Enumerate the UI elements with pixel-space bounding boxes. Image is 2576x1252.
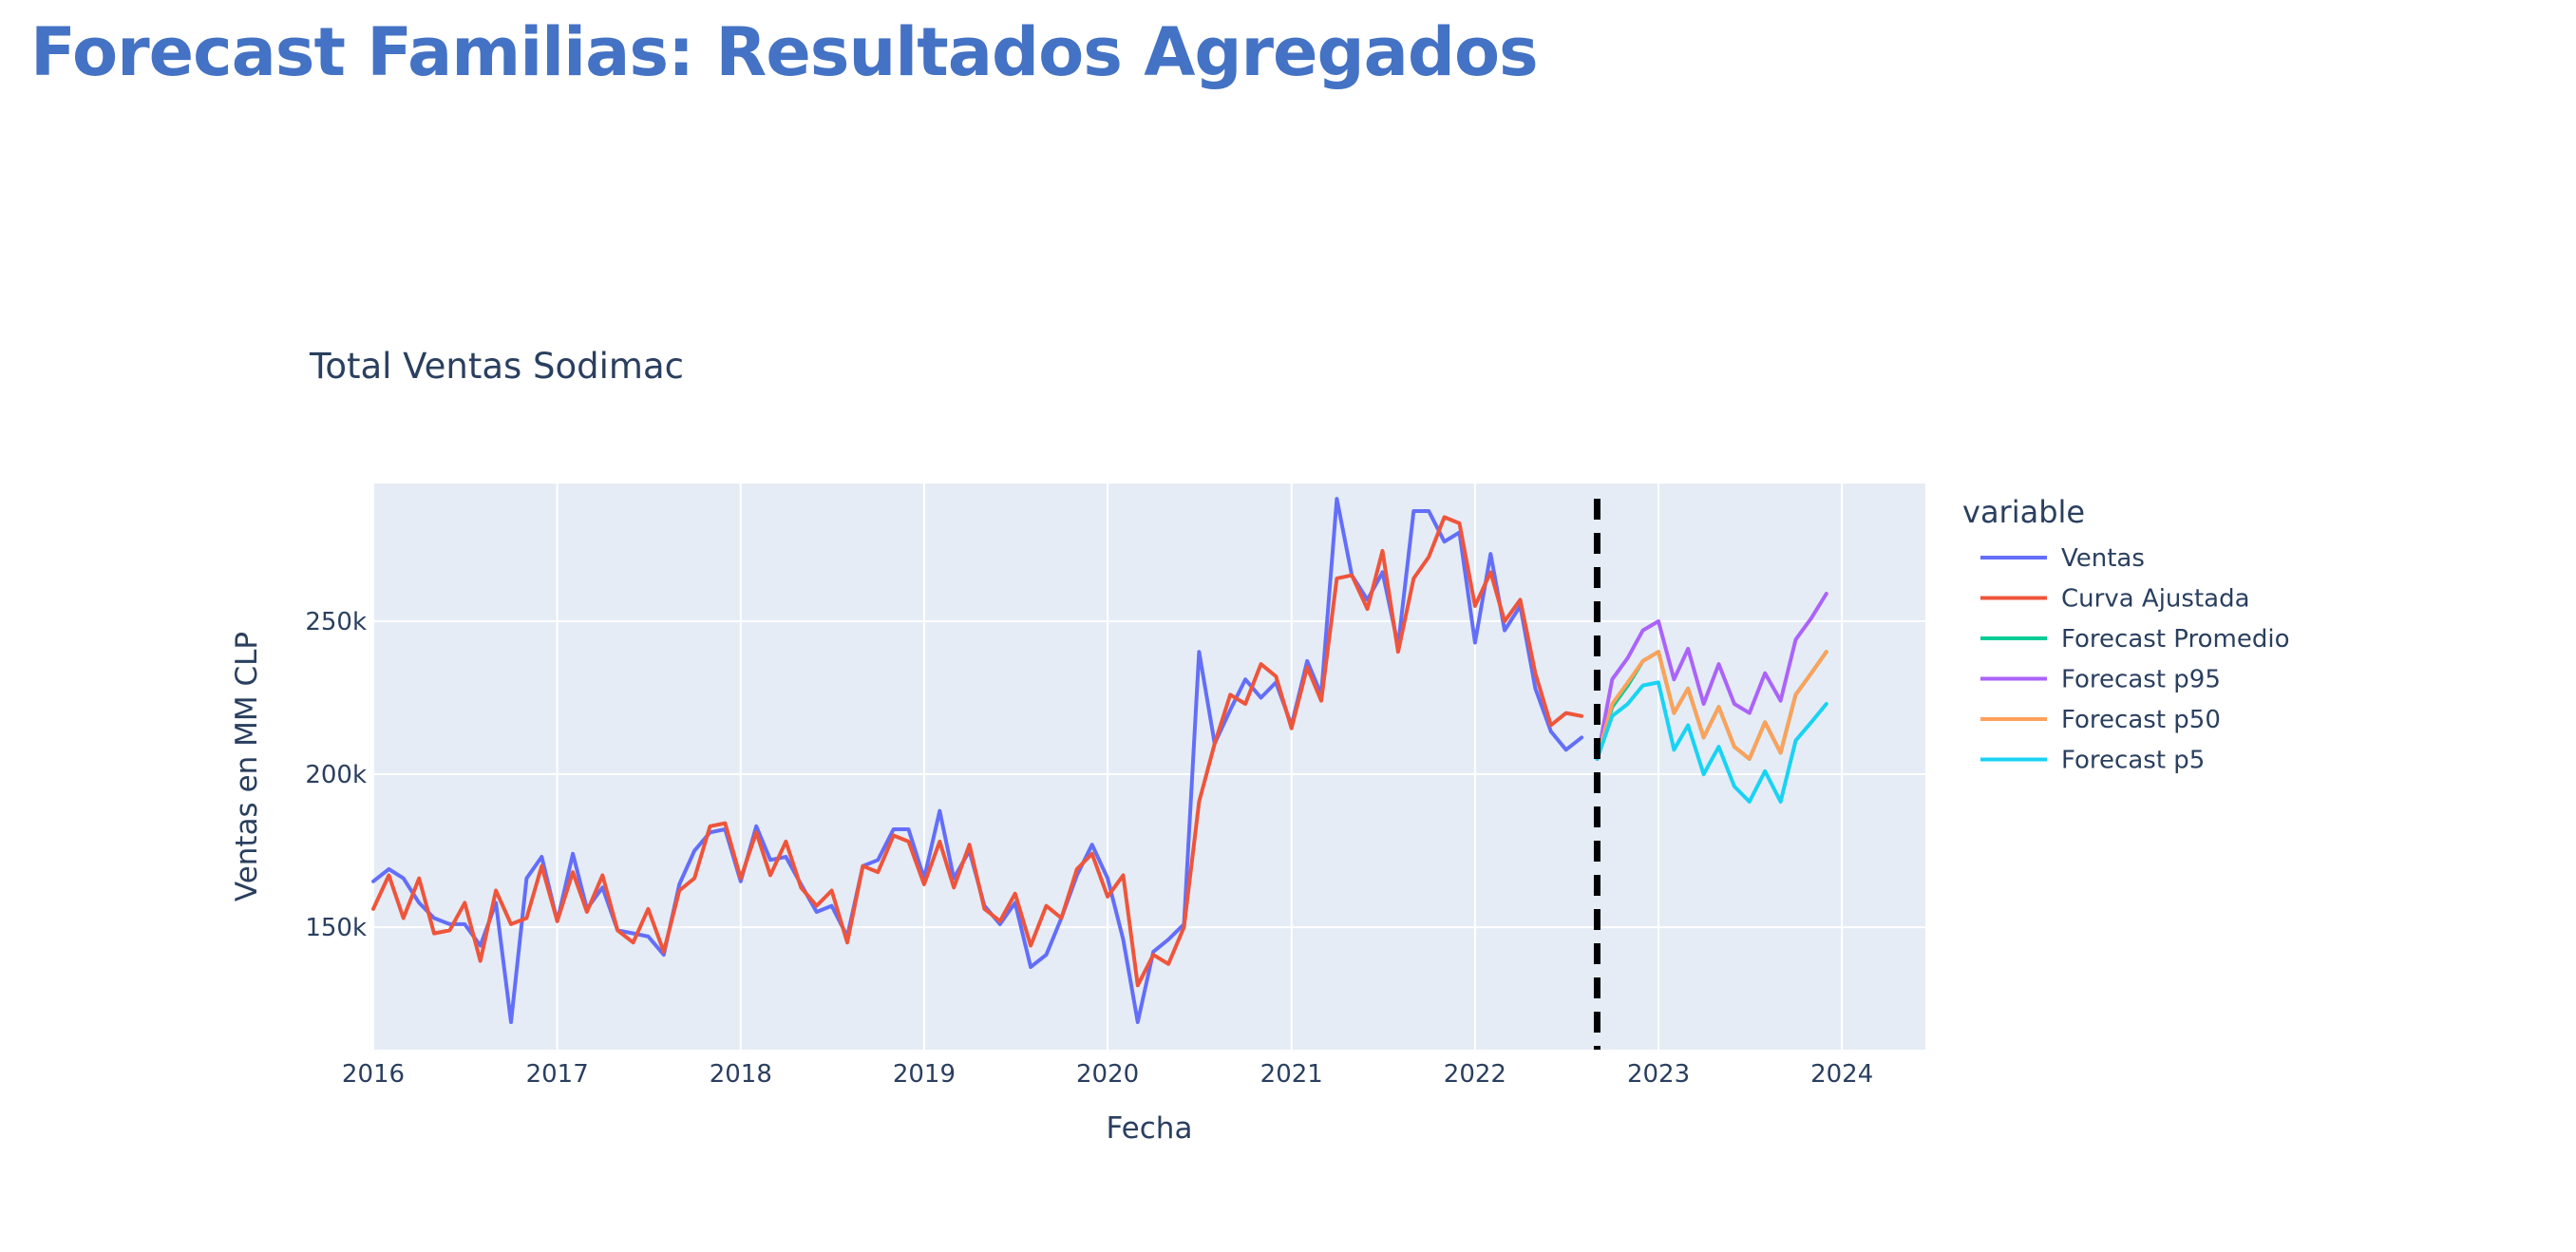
page-title: Forecast Familias: Resultados Agregados [30, 13, 1539, 91]
legend-label: Curva Ajustada [2061, 585, 2250, 614]
y-tick-label: 200k [305, 761, 367, 789]
x-tick-label: 2022 [1444, 1060, 1506, 1089]
legend: variable Ventas Curva Ajustada Forecast Pr… [1962, 494, 2290, 775]
x-axis-label: Fecha [1107, 1111, 1193, 1146]
legend-label: Forecast Promedio [2061, 625, 2290, 654]
series-line-3 [1595, 592, 1828, 761]
y-tick-label: 250k [305, 608, 367, 636]
legend-items: Ventas Curva Ajustada Forecast Promedio For… [1980, 544, 2290, 775]
y-tick-labels: 150k 200k 250k [305, 608, 367, 942]
x-tick-label: 2018 [710, 1060, 772, 1089]
x-tick-label: 2017 [526, 1060, 589, 1089]
plot-area [373, 484, 1925, 1050]
x-tick-label: 2019 [893, 1060, 956, 1089]
chart-title: Total Ventas Sodimac [309, 346, 684, 387]
legend-label: Forecast p95 [2061, 666, 2221, 694]
legend-label: Forecast p5 [2061, 747, 2205, 775]
grid [372, 484, 1925, 1050]
x-tick-label: 2021 [1260, 1060, 1323, 1089]
y-axis-label: Ventas en MM CLP [230, 632, 264, 901]
series-line-4 [1595, 650, 1828, 761]
series-line-1 [371, 515, 1584, 988]
legend-label: Forecast p50 [2061, 706, 2221, 734]
x-tick-label: 2024 [1810, 1060, 1873, 1089]
legend-title: variable [1962, 494, 2085, 530]
series-layer [371, 497, 1828, 1024]
legend-label: Ventas [2061, 544, 2145, 573]
x-tick-label: 2023 [1627, 1060, 1690, 1089]
x-tick-labels: 2016 2017 2018 2019 2020 2021 2022 2023 2024 [342, 1060, 1873, 1089]
series-line-5 [1595, 680, 1828, 804]
y-tick-label: 150k [305, 914, 367, 942]
x-tick-label: 2020 [1076, 1060, 1139, 1089]
x-tick-label: 2016 [342, 1060, 405, 1089]
